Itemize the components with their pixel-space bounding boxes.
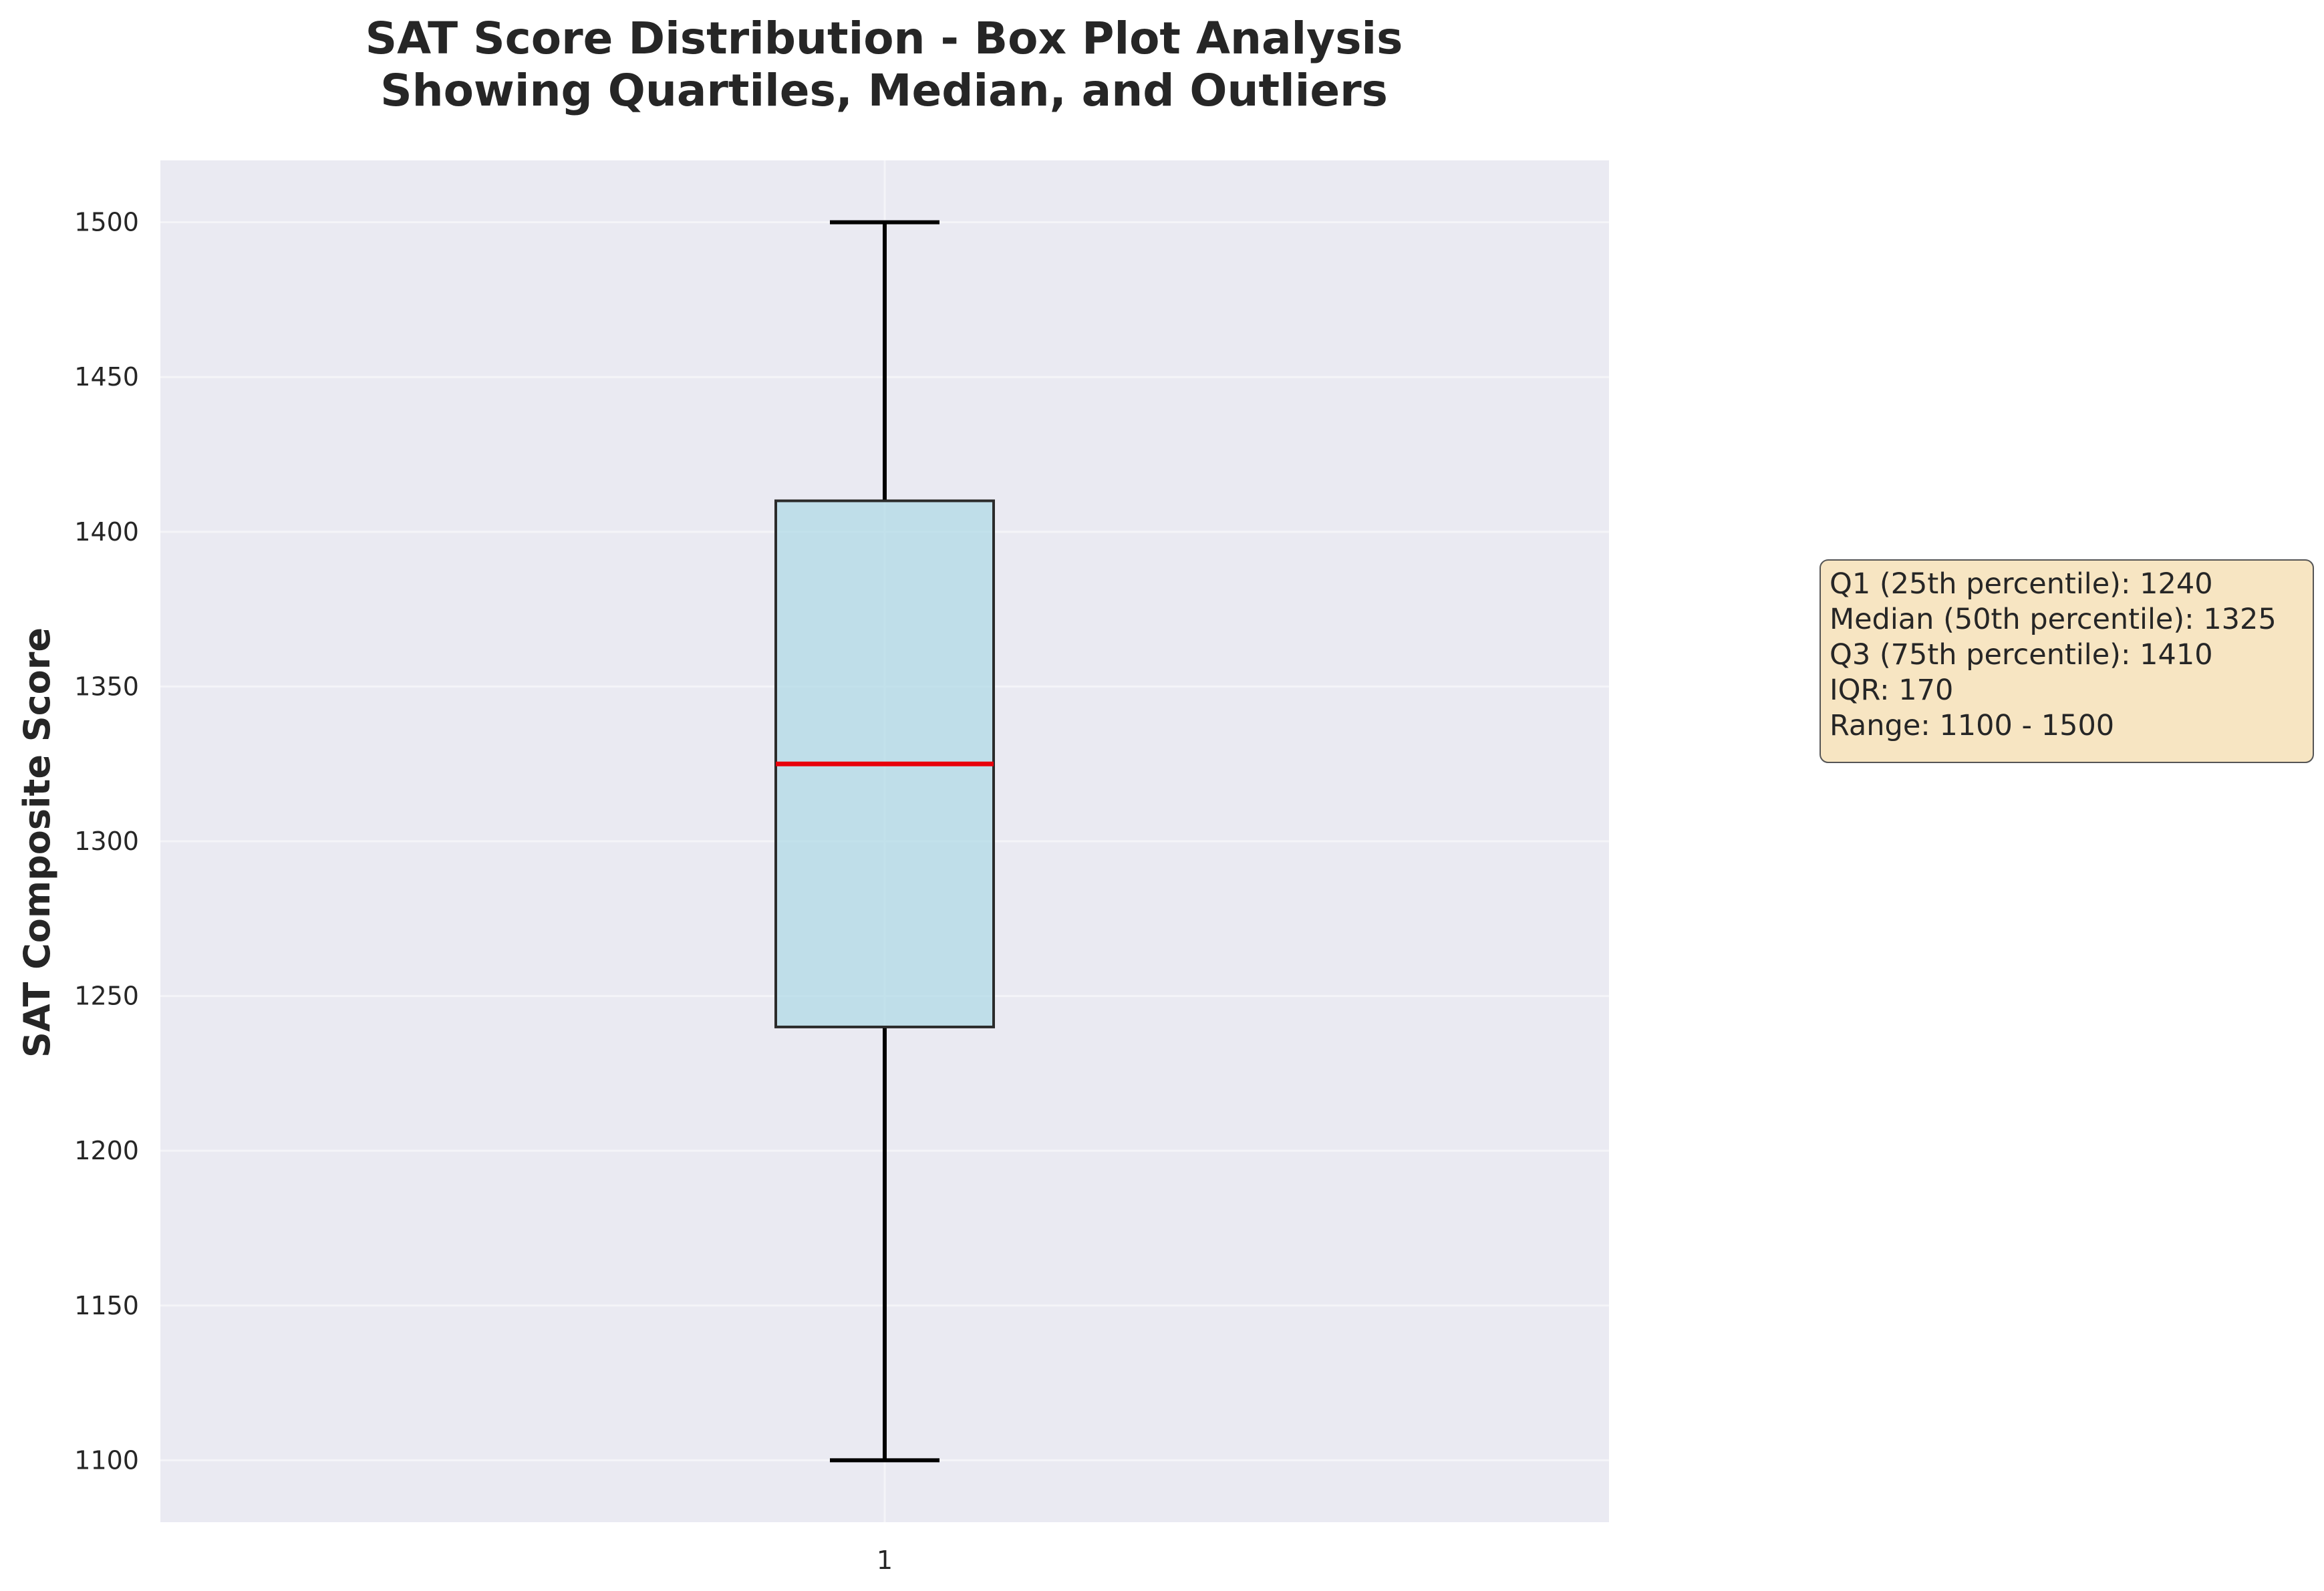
y-tick-label: 1200 (74, 1136, 139, 1165)
y-tick-label: 1400 (74, 517, 139, 547)
y-tick-label: 1250 (74, 982, 139, 1011)
chart-title-line-1: SAT Score Distribution - Box Plot Analys… (366, 13, 1403, 64)
stats-line: IQR: 170 (1830, 674, 1953, 707)
y-tick-label: 1150 (74, 1291, 139, 1320)
x-tick-label: 1 (877, 1546, 893, 1575)
y-tick-label: 1100 (74, 1445, 139, 1475)
chart-title: SAT Score Distribution - Box Plot Analys… (366, 13, 1403, 116)
stats-line: Q1 (25th percentile): 1240 (1830, 567, 2213, 601)
y-tick-label: 1450 (74, 362, 139, 392)
stats-box (1820, 559, 2314, 763)
y-axis-label: SAT Composite Score (16, 627, 58, 1058)
stats-line: Range: 1100 - 1500 (1830, 709, 2114, 742)
axes: 1100 1150 1200 1250 1300 1350 1400 1450 1500 1 (74, 208, 893, 1575)
y-tick-label: 1300 (74, 827, 139, 856)
y-tick-label: 1350 (74, 672, 139, 701)
y-tick-label: 1500 (74, 208, 139, 237)
stats-line: Median (50th percentile): 1325 (1830, 603, 2277, 636)
box-plot (774, 220, 995, 1463)
chart-title-line-2: Showing Quartiles, Median, and Outliers (380, 65, 1388, 116)
stats-line: Q3 (75th percentile): 1410 (1830, 638, 2213, 672)
